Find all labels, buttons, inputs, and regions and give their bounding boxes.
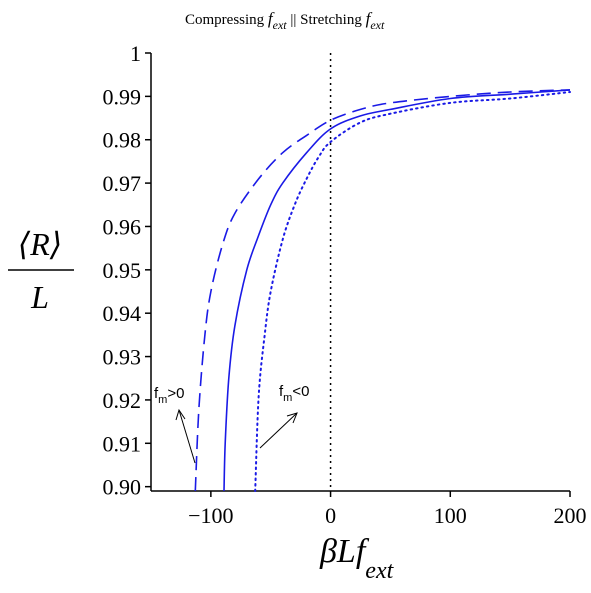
x-tick-label: 100 [434,503,467,528]
series-layer [194,89,571,492]
y-axis-label-denominator: L [30,279,49,315]
x-tick-label: 0 [325,503,336,528]
annotation-fm-negative-arrow [259,412,298,449]
y-tick-label: 0.92 [103,388,142,413]
annotation-fm-negative-text: fm<0 [279,383,309,404]
annotation-fm-positive-arrowhead [175,408,186,421]
annotation-fm-positive: fm>0 [154,385,196,464]
y-tick-label: 0.95 [103,258,142,283]
x-tick-label: −100 [188,503,233,528]
y-axis-label: ⟨R⟩ L [8,226,74,315]
y-axis-label-numerator: ⟨R⟩ [18,226,63,262]
x-tick-label: 200 [554,503,587,528]
series-line-dotted [254,91,571,492]
x-ticks: −100 0 100 200 [188,491,587,528]
annotation-fm-positive-arrow [178,409,196,464]
chart-title: Compressing fext || Stretching fext [185,9,385,32]
x-axis-label: βLfext [319,533,395,584]
annotation-fm-negative: fm<0 [259,383,309,449]
series-line-dashed [194,89,571,492]
y-tick-label: 0.94 [103,301,142,326]
y-tick-label: 0.96 [103,214,142,239]
series-line-solid [223,89,571,492]
y-tick-label: 0.93 [103,345,142,370]
y-tick-label: 0.99 [103,84,142,109]
y-ticks: 0.90 0.91 0.92 0.93 0.94 0.95 0.96 0.97 0.98 0.99… [103,41,151,500]
y-tick-label: 1 [130,41,141,66]
y-tick-label: 0.91 [103,431,142,456]
y-tick-label: 0.98 [103,128,142,153]
y-tick-label: 0.97 [103,171,142,196]
y-tick-label: 0.90 [103,475,142,500]
annotation-fm-positive-text: fm>0 [154,385,184,406]
annotation-fm-negative-arrowhead [286,412,298,424]
